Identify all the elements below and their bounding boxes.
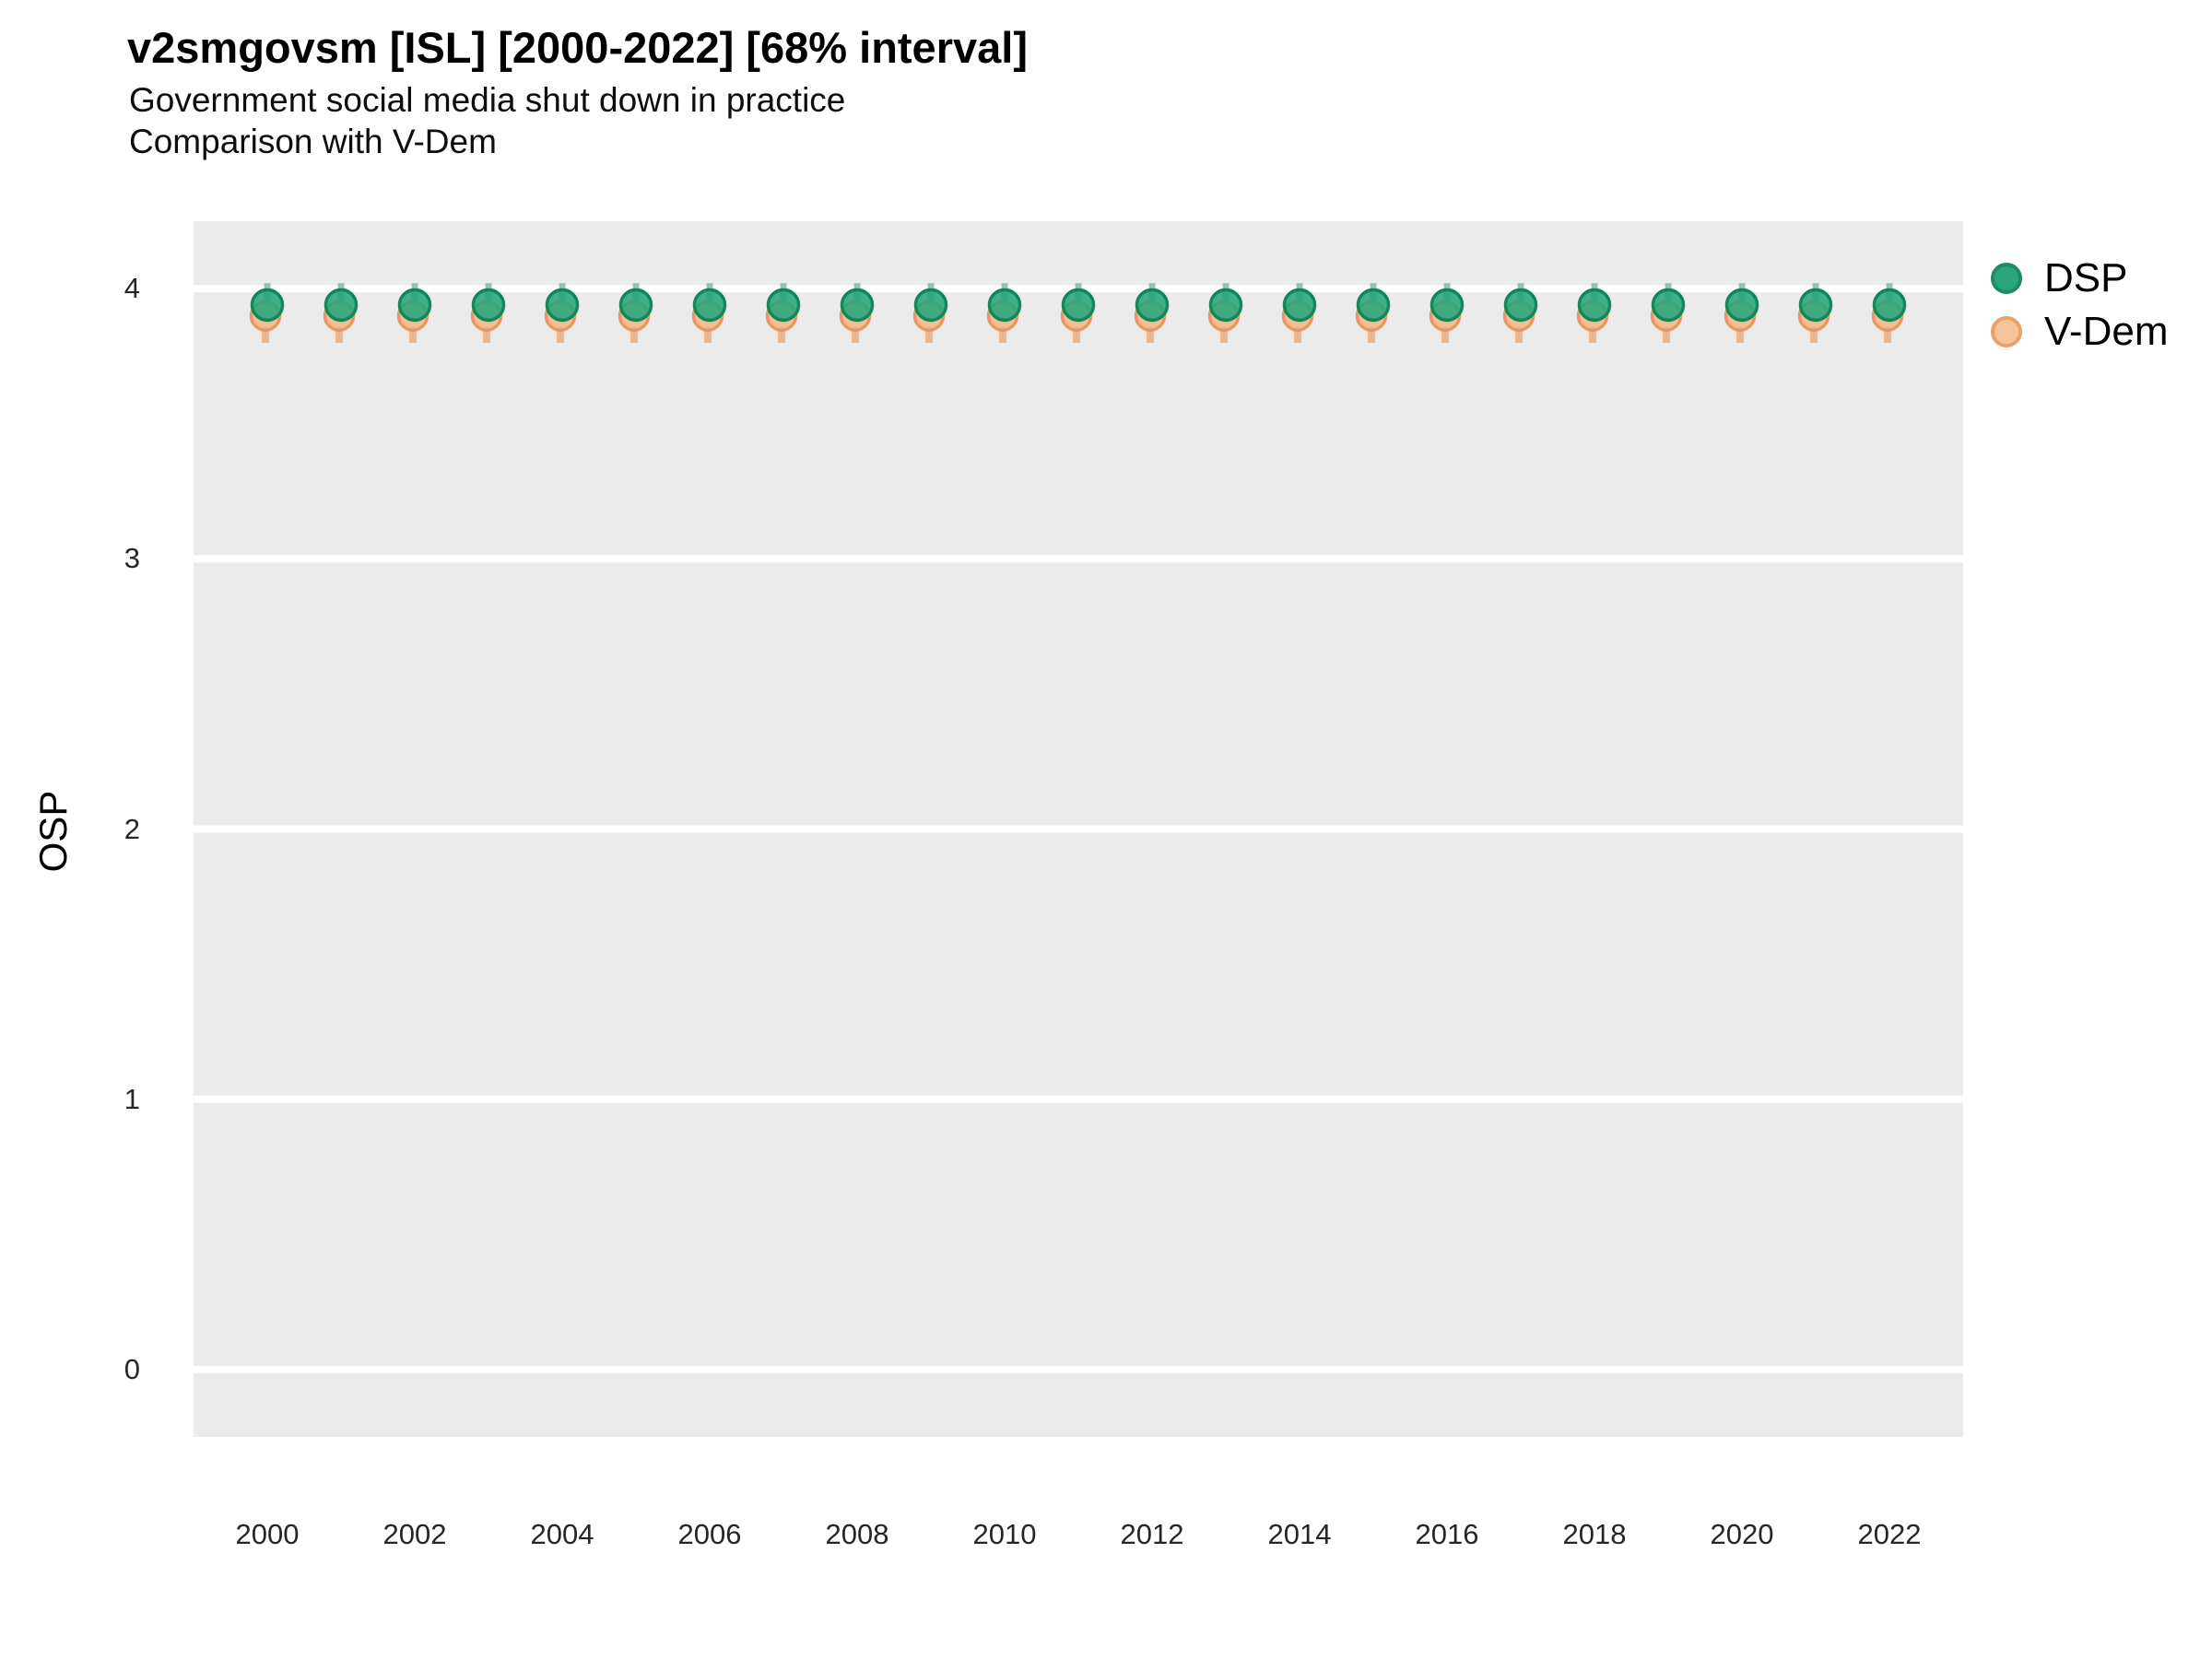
y-tick-label-3: 3 [124,542,140,575]
dsp-point-2008 [840,288,875,323]
dsp-point-2006 [692,288,727,323]
legend-label: V-Dem [2044,309,2169,354]
dsp-point-2014 [1282,288,1317,323]
x-tick-label-2008: 2008 [825,1518,889,1550]
x-tick-label-2010: 2010 [972,1518,1037,1550]
dsp-point-2004 [545,288,580,323]
dsp-point-2002 [397,288,432,323]
dsp-point-2011 [1061,288,1096,323]
dsp-point-2020 [1724,288,1759,323]
dsp-point-2016 [1430,288,1465,323]
legend-item-v-dem: V-Dem [1991,309,2169,354]
dsp-point-2015 [1356,288,1391,323]
legend-label: DSP [2044,255,2128,300]
dsp-point-2021 [1798,288,1833,323]
x-tick-label-2006: 2006 [677,1518,742,1550]
dsp-point-2022 [1872,288,1907,323]
dsp-point-2013 [1208,288,1243,323]
x-tick-label-2012: 2012 [1120,1518,1184,1550]
dsp-point-2003 [471,288,506,323]
y-tick-label-2: 2 [124,812,140,845]
dsp-point-2010 [987,288,1022,323]
x-tick-label-2018: 2018 [1562,1518,1627,1550]
y-tick-label-1: 1 [124,1082,140,1115]
legend-swatch-v-dem-icon [1991,316,2022,347]
dsp-point-2019 [1651,288,1686,323]
y-tick-label-4: 4 [124,272,140,305]
x-tick-label-2004: 2004 [530,1518,594,1550]
dsp-point-2009 [913,288,948,323]
dsp-point-2001 [324,288,359,323]
dsp-point-2017 [1503,288,1538,323]
legend-swatch-dsp-icon [1991,263,2022,294]
x-tick-label-2014: 2014 [1267,1518,1332,1550]
plot-canvas [194,283,1963,1373]
chart-subtitle-line2: Comparison with V-Dem [129,123,497,160]
x-tick-label-2002: 2002 [382,1518,447,1550]
x-tick-label-2016: 2016 [1415,1518,1479,1550]
chart-subtitle-line1: Government social media shut down in pra… [129,81,846,119]
dsp-point-2012 [1135,288,1170,323]
x-tick-label-2000: 2000 [235,1518,300,1550]
plot-panel [194,221,1963,1437]
dsp-point-2007 [766,288,801,323]
x-tick-label-2022: 2022 [1857,1518,1922,1550]
chart-title: v2smgovsm [ISL] [2000-2022] [68% interva… [127,23,1028,72]
dsp-point-2000 [250,288,285,323]
dsp-point-2018 [1577,288,1612,323]
legend: DSP V-Dem [1991,255,2169,354]
x-tick-label-2020: 2020 [1710,1518,1774,1550]
dsp-point-2005 [618,288,653,323]
y-tick-label-0: 0 [124,1352,140,1385]
legend-item-dsp: DSP [1991,255,2168,300]
